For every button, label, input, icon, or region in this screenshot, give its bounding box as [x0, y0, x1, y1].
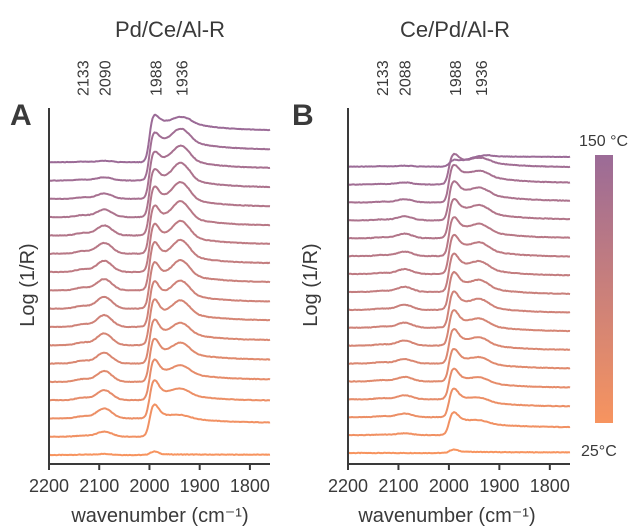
- spectrum-line: [48, 181, 271, 237]
- xtick-label: 2200: [29, 476, 69, 496]
- colorbar-top-label: 150 °C: [579, 133, 628, 150]
- spectrum-line: [48, 379, 271, 420]
- panel-a-series: [48, 113, 271, 457]
- xtick-label: 1900: [180, 476, 220, 496]
- panel-a-annotations: 2133 2090 1988 1936: [76, 60, 192, 96]
- panel-b-ylabel: Log (1/R): [300, 243, 322, 326]
- xtick-label: 2200: [328, 476, 368, 496]
- spectrum-line: [48, 113, 271, 164]
- panel-b: Ce/Pd/Al-R B Log (1/R) wavenumber (cm⁻¹)…: [292, 17, 571, 527]
- spectrum-line: [347, 367, 571, 401]
- spectrum-line: [347, 448, 571, 455]
- spectrum-line: [347, 270, 571, 312]
- spectrum-line: [49, 318, 271, 365]
- xtick-label: 2000: [429, 476, 469, 496]
- spectrum-line: [48, 403, 271, 438]
- spectrum-line: [347, 411, 571, 437]
- colorbar-bottom-label: 25°C: [581, 443, 617, 460]
- spectrum-line: [347, 216, 571, 258]
- peak-annotation: 2133: [76, 60, 93, 96]
- spectrum-line: [347, 152, 571, 186]
- panel-a-ylabel: Log (1/R): [17, 243, 39, 326]
- xtick-label: 2100: [79, 476, 119, 496]
- spectrum-line: [348, 290, 571, 329]
- panel-a-xticks: 2200 2100 2000 1900 1800: [29, 464, 270, 496]
- xtick-label: 1800: [530, 476, 570, 496]
- spectrum-line: [48, 161, 271, 219]
- spectrum-line: [347, 198, 571, 240]
- peak-annotation: 2088: [398, 60, 415, 96]
- peak-annotation: 2133: [375, 60, 392, 96]
- panel-a: Pd/Ce/Al-R A Log (1/R) wavenumber (cm⁻¹)…: [10, 17, 271, 527]
- peak-annotation: 1936: [474, 60, 491, 96]
- panel-b-annotations: 2133 2088 1988 1936: [375, 60, 491, 96]
- panel-b-title: Ce/Pd/Al-R: [400, 17, 510, 42]
- spectrum-line: [348, 328, 571, 365]
- spectrum-line: [347, 387, 571, 419]
- peak-annotation: 1988: [148, 60, 165, 96]
- spectrum-line: [48, 337, 271, 384]
- spectrum-line: [347, 154, 571, 168]
- panel-b-xlabel: wavenumber (cm⁻¹): [357, 505, 535, 527]
- xtick-label: 2000: [129, 476, 169, 496]
- spectrum-line: [48, 238, 271, 292]
- colorbar-gradient: [595, 155, 613, 423]
- spectrum-line: [48, 259, 271, 310]
- spectrum-line: [48, 200, 271, 255]
- xtick-label: 1900: [479, 476, 519, 496]
- panel-b-label: B: [292, 99, 314, 132]
- spectrum-line: [48, 127, 271, 182]
- spectrum-line: [48, 450, 271, 457]
- peak-annotation: 1988: [448, 60, 465, 96]
- temperature-colorbar: 150 °C 25°C: [579, 133, 628, 460]
- spectrum-line: [49, 219, 270, 274]
- spectrum-line: [48, 358, 271, 402]
- spectrum-line: [347, 252, 571, 294]
- xtick-label: 1800: [230, 476, 270, 496]
- panel-a-title: Pd/Ce/Al-R: [115, 17, 225, 42]
- peak-annotation: 1936: [175, 60, 192, 96]
- peak-annotation: 2090: [97, 60, 114, 96]
- panel-b-series: [347, 152, 571, 455]
- panel-a-label: A: [10, 99, 32, 132]
- spectrum-line: [348, 233, 570, 276]
- panel-a-xlabel: wavenumber (cm⁻¹): [70, 505, 248, 527]
- spectrum-line: [49, 279, 271, 329]
- panel-b-xticks: 2200 2100 2000 1900 1800: [328, 464, 570, 496]
- spectrum-line: [48, 298, 271, 347]
- xtick-label: 2100: [378, 476, 418, 496]
- spectrum-line: [49, 144, 271, 200]
- spectrum-line: [347, 180, 571, 222]
- spectrum-line: [347, 348, 571, 383]
- spectrum-line: [347, 309, 571, 347]
- spectrum-line: [348, 163, 571, 204]
